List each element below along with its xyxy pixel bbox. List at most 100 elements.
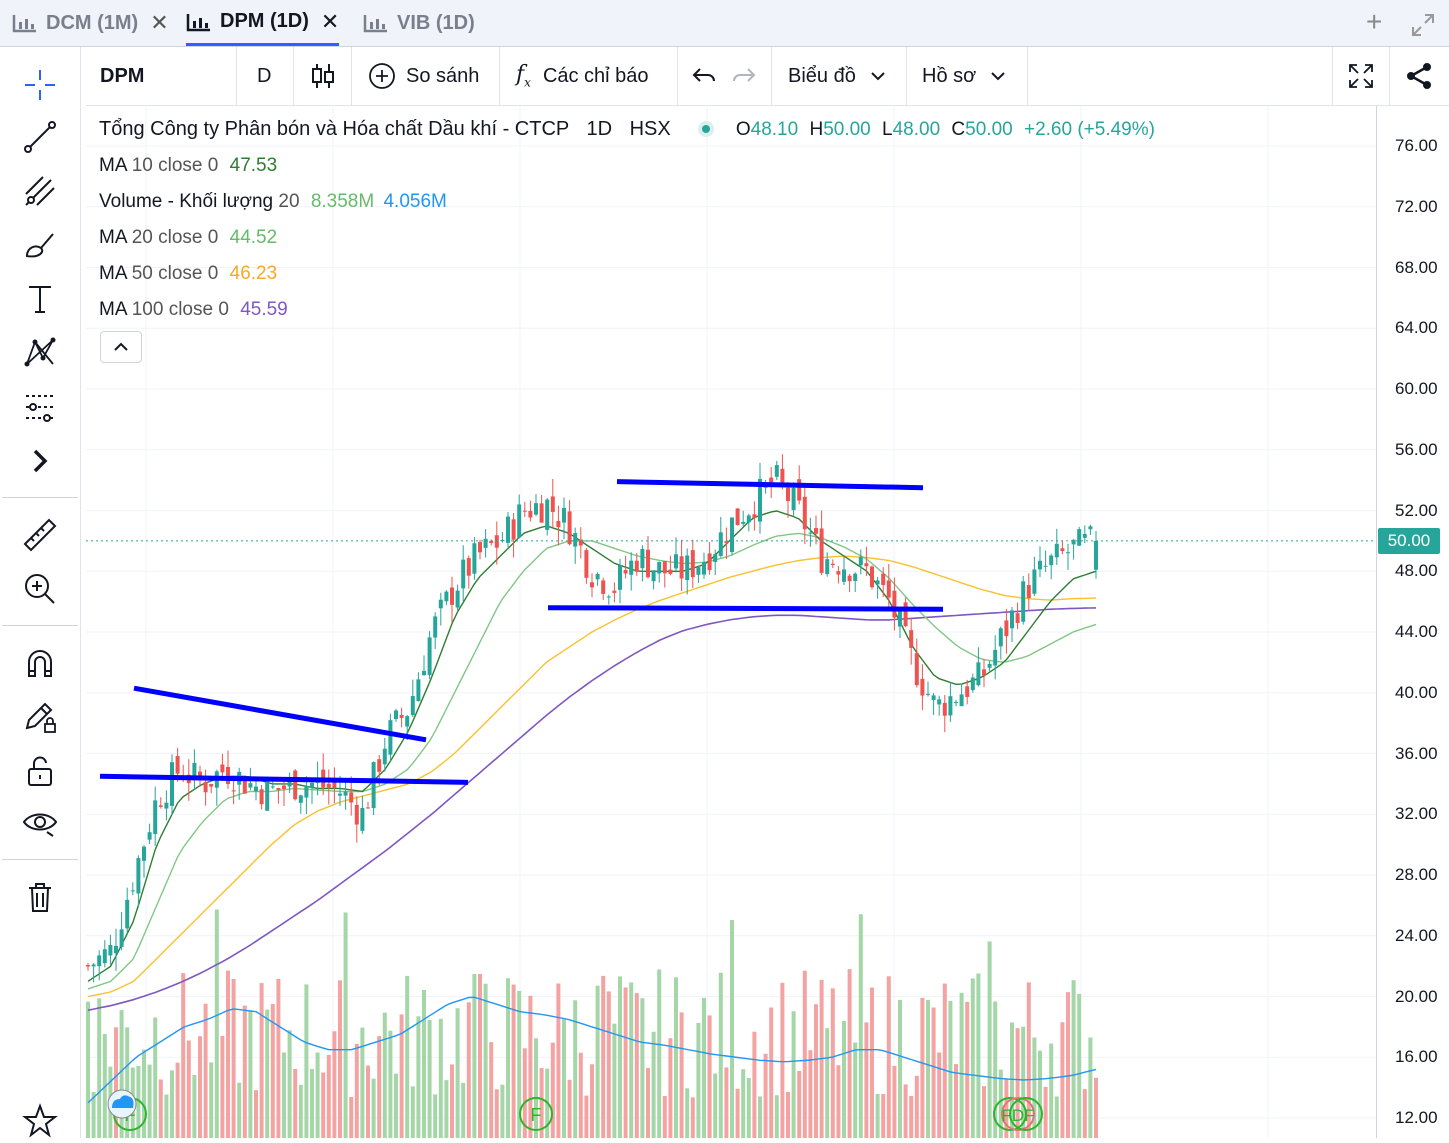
add-tab-icon[interactable]: + <box>1366 6 1383 37</box>
undo-button[interactable] <box>690 47 718 105</box>
crosshair-tool[interactable] <box>16 63 64 107</box>
chart-icon <box>186 13 210 31</box>
candle <box>304 786 309 798</box>
visibility-tool[interactable] <box>16 801 64 845</box>
volume-bar <box>142 1049 146 1138</box>
expand-icon[interactable] <box>1410 12 1436 38</box>
lock-drawing-tool[interactable] <box>16 695 64 739</box>
legend-ma50[interactable]: MA 50 close 0 46.23 <box>99 263 277 285</box>
trendline-tool[interactable] <box>16 115 64 159</box>
candle <box>836 571 841 575</box>
candle <box>730 517 734 553</box>
price-tick-label: 44.00 <box>1395 622 1438 641</box>
volume-bar <box>231 978 236 1138</box>
candle <box>1088 526 1093 530</box>
favorites-tool[interactable] <box>16 1099 64 1143</box>
candle <box>550 496 555 512</box>
prediction-tool[interactable] <box>16 385 64 429</box>
event-marker[interactable] <box>993 1097 1027 1131</box>
candle <box>702 562 706 575</box>
open-label: O <box>735 119 751 140</box>
trendline[interactable] <box>547 605 944 612</box>
volume-bar <box>578 1052 583 1138</box>
volume-bar <box>769 1007 774 1138</box>
legend-volume[interactable]: Volume - Khối lượng 20 8.358M 4.056M <box>99 191 447 213</box>
interval-button[interactable]: D <box>257 64 272 87</box>
compare-label: So sánh <box>406 64 480 87</box>
symbol-search[interactable]: DPM <box>100 64 145 87</box>
trendline[interactable] <box>133 685 427 743</box>
fullscreen-button[interactable] <box>1346 47 1376 105</box>
zoom-tool[interactable] <box>16 567 64 611</box>
close-icon[interactable]: ✕ <box>150 10 169 35</box>
candle <box>349 792 354 803</box>
candle <box>797 479 802 501</box>
close-icon[interactable]: ✕ <box>320 8 340 34</box>
volume-bar <box>730 919 734 1138</box>
more-tools[interactable] <box>16 439 64 483</box>
volume-bar <box>646 1067 650 1138</box>
share-button[interactable] <box>1404 47 1434 105</box>
profile-menu-button[interactable]: Hồ sơ <box>922 47 1008 105</box>
chart-menu-button[interactable]: Biểu đồ <box>788 47 888 105</box>
tab-vib[interactable]: VIB (1D) <box>363 0 475 46</box>
candle <box>226 766 230 785</box>
volume-bar <box>550 1042 555 1138</box>
ma-params: 100 close 0 <box>131 299 229 320</box>
tab-dcm[interactable]: DCM (1M) ✕ <box>12 0 169 46</box>
event-marker[interactable] <box>1009 1097 1043 1131</box>
redo-button[interactable] <box>730 47 758 105</box>
price-axis[interactable]: 76.00 72.00 68.00 64.00 60.00 56.00 52.00 48.00… <box>1376 106 1449 1138</box>
lock-tool[interactable] <box>16 749 64 793</box>
text-tool[interactable] <box>16 277 64 321</box>
delete-tool[interactable] <box>16 875 64 919</box>
candle <box>534 503 538 515</box>
candle <box>119 929 124 947</box>
price-tick-label: 28.00 <box>1395 865 1438 884</box>
compare-button[interactable]: So sánh <box>367 47 479 105</box>
legend-exchange: HSX <box>629 118 671 140</box>
volume-bar <box>1066 992 1070 1138</box>
ma-name: MA <box>99 299 127 320</box>
volume-bar <box>914 1075 919 1138</box>
divider <box>2 625 78 626</box>
magnet-tool[interactable] <box>16 641 64 685</box>
candle <box>707 553 712 571</box>
candle <box>612 590 617 593</box>
candle <box>864 563 869 567</box>
volume-bar <box>590 1064 594 1138</box>
chevron-down-icon <box>871 72 885 81</box>
volume-bar <box>937 1052 942 1138</box>
candle <box>164 802 169 809</box>
chart-type-button[interactable] <box>310 47 336 105</box>
event-marker[interactable] <box>519 1097 553 1131</box>
tab-dpm[interactable]: DPM (1D) ✕ <box>186 0 340 46</box>
volume-bar <box>763 1053 768 1138</box>
trendline[interactable] <box>616 479 924 491</box>
candle <box>170 762 174 806</box>
event-marker-label: FDF <box>1001 1106 1034 1125</box>
brush-tool[interactable] <box>16 223 64 267</box>
volume-bar <box>466 1002 471 1138</box>
candle <box>86 965 90 967</box>
candle <box>259 789 264 805</box>
legend-ma10[interactable]: MA 10 close 0 47.53 <box>99 155 277 177</box>
measure-tool[interactable] <box>16 513 64 557</box>
fib-tool[interactable] <box>16 169 64 213</box>
legend-collapse-button[interactable] <box>100 331 142 363</box>
candle <box>416 679 421 702</box>
pattern-tool[interactable] <box>16 331 64 375</box>
chart-legend-main: Tổng Công ty Phân bón và Hóa chất Dầu kh… <box>99 118 1155 141</box>
volume-bar <box>147 1064 152 1138</box>
ma-params: 20 close 0 <box>131 227 219 248</box>
candle <box>640 548 645 569</box>
trendline[interactable] <box>99 773 469 785</box>
candle <box>634 560 639 572</box>
legend-ma20[interactable]: MA 20 close 0 44.52 <box>99 227 277 249</box>
price-chart[interactable]: F F FDF <box>86 106 1376 1138</box>
pattern-icon <box>24 337 56 367</box>
legend-ma100[interactable]: MA 100 close 0 45.59 <box>99 299 288 321</box>
indicators-button[interactable]: fx Các chỉ báo <box>516 47 649 105</box>
divider <box>1389 47 1390 105</box>
event-marker[interactable] <box>1001 1097 1035 1131</box>
